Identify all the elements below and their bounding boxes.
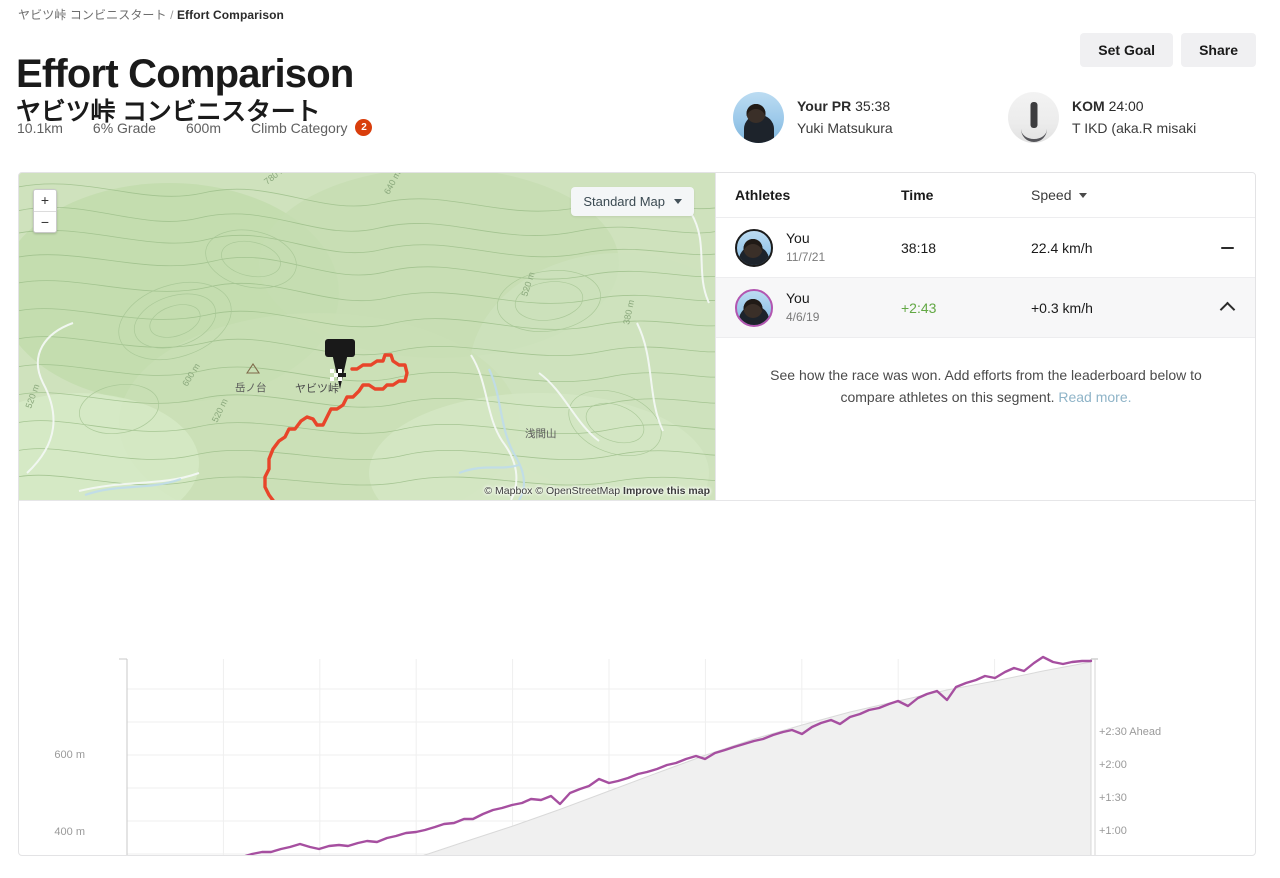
y-tick-right-120: +2:00 (1099, 759, 1127, 771)
athletes-panel: Athletes Time Speed You 11/7/21 38:18 (715, 173, 1255, 500)
minus-icon (1220, 246, 1234, 249)
column-header-speed[interactable]: Speed (1031, 187, 1198, 203)
climb-category-badge: 2 (355, 119, 373, 136)
chart-svg (119, 655, 1098, 855)
page-title: Effort Comparison (16, 51, 354, 96)
kom-name: T IKD (aka.R misaki (1072, 119, 1197, 136)
elevation-area-series (423, 661, 1092, 855)
kom-record-text: KOM 24:00 T IKD (aka.R misaki (1072, 96, 1196, 139)
row-speed: 22.4 km/h (1031, 239, 1093, 256)
map-attribution-copyright: © Mapbox © OpenStreetMap (484, 485, 621, 497)
svg-text:岳ノ台: 岳ノ台 (235, 381, 267, 394)
column-header-athletes: Athletes (735, 187, 791, 203)
table-row[interactable]: You 4/6/19 +2:43 +0.3 km/h (716, 278, 1255, 338)
stat-elevation: 600m (185, 119, 221, 136)
row-athlete-cell: You 11/7/21 (735, 228, 901, 267)
segment-stats: 10.1km 6% Grade 600m Climb Category 2 (17, 119, 373, 136)
chevron-down-icon (674, 199, 682, 204)
leaderboard-note-text: See how the race was won. Add efforts fr… (770, 367, 1202, 406)
column-header-speed-label: Speed (1031, 187, 1072, 203)
stat-climb-category: Climb Category 2 (251, 119, 373, 136)
personal-record-text: Your PR 35:38 Yuki Matsukura (797, 96, 893, 139)
column-header-time: Time (901, 187, 934, 203)
read-more-link[interactable]: Read more. (1058, 389, 1132, 406)
row-athlete-date: 4/6/19 (786, 309, 820, 324)
athletes-table-header: Athletes Time Speed (716, 173, 1255, 218)
y-tick-right-60: +1:00 (1099, 825, 1127, 837)
y-tick-right-90: +1:30 (1099, 792, 1127, 804)
avatar-kom (1008, 92, 1059, 143)
row-athlete-cell: You 4/6/19 (735, 288, 901, 327)
time-ahead-series (244, 655, 1093, 855)
breadcrumb-segment-link[interactable]: ヤビツ峠 コンビニスタート (18, 8, 167, 22)
map-terrain-svg: ヤビツ峠 岳ノ台 浅間山 大山 寺山 新田 菩提 自然観察の森 東田原 780 … (19, 173, 715, 500)
row-athlete-names: You 4/6/19 (786, 289, 819, 325)
y-tick-right-150: +2:30 Ahead (1099, 726, 1162, 738)
improve-this-map-link[interactable]: Improve this map (623, 485, 710, 497)
y-tick-left-600: 600 m (54, 749, 85, 761)
chevron-up-icon (1219, 301, 1235, 318)
map-style-label: Standard Map (583, 194, 665, 209)
set-goal-button[interactable]: Set Goal (1080, 33, 1174, 67)
personal-record-name: Yuki Matsukura (797, 119, 893, 136)
svg-text:ヤビツ峠: ヤビツ峠 (295, 381, 339, 395)
leaderboard-note: See how the race was won. Add efforts fr… (716, 338, 1255, 409)
breadcrumb-separator: / (170, 8, 174, 22)
map-zoom-out-button[interactable]: − (34, 211, 56, 232)
personal-record-label: Your PR (797, 97, 852, 114)
row-athlete-names: You 11/7/21 (786, 229, 825, 265)
row-athlete-date: 11/7/21 (786, 249, 826, 264)
row-athlete-name: You (786, 290, 810, 307)
climb-category-label: Climb Category (251, 119, 348, 136)
header-actions: Set Goal Share (1080, 33, 1256, 67)
kom-record-block[interactable]: KOM 24:00 T IKD (aka.R misaki (1008, 92, 1196, 143)
avatar-your-pr (733, 92, 784, 143)
segment-map[interactable]: ヤビツ峠 岳ノ台 浅間山 大山 寺山 新田 菩提 自然観察の森 東田原 780 … (19, 173, 715, 500)
avatar (735, 228, 773, 267)
stat-grade: 6% Grade (92, 119, 156, 136)
main-card: ヤビツ峠 岳ノ台 浅間山 大山 寺山 新田 菩提 自然観察の森 東田原 780 … (18, 172, 1256, 856)
map-attribution: © Mapbox © OpenStreetMap Improve this ma… (484, 485, 710, 497)
row-speed: +0.3 km/h (1031, 299, 1093, 316)
map-style-selector[interactable]: Standard Map (571, 187, 694, 216)
stat-distance: 10.1km (17, 119, 63, 136)
row-time: 38:18 (901, 239, 937, 256)
sort-caret-icon (1079, 192, 1088, 198)
share-button[interactable]: Share (1181, 33, 1256, 67)
breadcrumb: ヤビツ峠 コンビニスタート / Effort Comparison (18, 6, 284, 23)
personal-record-time: 35:38 (855, 97, 891, 114)
row-remove-button[interactable] (1198, 246, 1255, 249)
kom-time: 24:00 (1108, 97, 1144, 114)
kom-label: KOM (1072, 97, 1105, 114)
map-zoom-in-button[interactable]: + (34, 190, 56, 211)
row-athlete-name: You (786, 230, 810, 247)
breadcrumb-current: Effort Comparison (176, 8, 284, 22)
row-collapse-button[interactable] (1198, 300, 1255, 318)
map-zoom-controls[interactable]: + − (33, 189, 57, 233)
elevation-comparison-chart[interactable]: 600 m 400 m 200 m +2:30 Ahead +2:00 +1:3… (19, 500, 1255, 855)
personal-record-block[interactable]: Your PR 35:38 Yuki Matsukura (733, 92, 893, 143)
avatar (735, 288, 773, 327)
page-subtitle: ヤビツ峠 コンビニスタート (16, 97, 321, 126)
svg-text:浅間山: 浅間山 (525, 427, 557, 440)
row-time: +2:43 (901, 299, 937, 316)
table-row[interactable]: You 11/7/21 38:18 22.4 km/h (716, 218, 1255, 278)
y-tick-left-400: 400 m (54, 826, 85, 838)
